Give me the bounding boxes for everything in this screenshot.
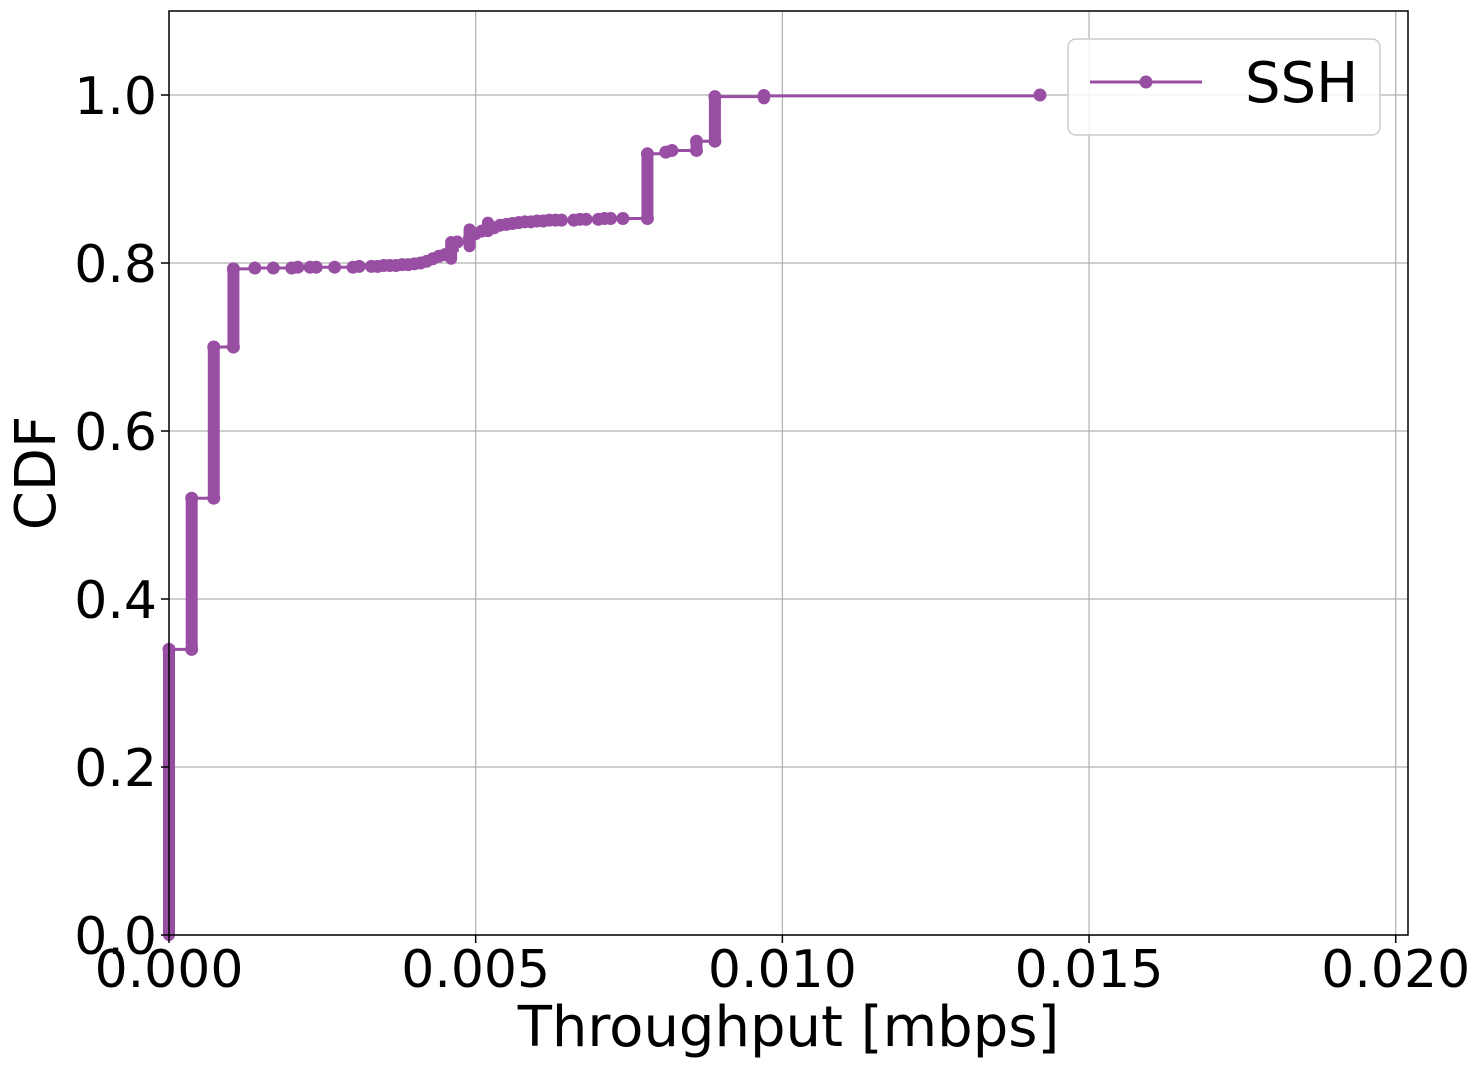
- plot-frame: [168, 10, 1409, 936]
- y-tick-label-2: 0.4: [74, 571, 157, 631]
- x-tick-label-4: 0.020: [1321, 940, 1470, 1000]
- data-point-4: [207, 491, 221, 505]
- data-point-14: [328, 260, 342, 274]
- x-tick-label-2: 0.010: [708, 940, 857, 1000]
- y-tick-label-0: 0.0: [74, 907, 157, 967]
- y-tick-label-4: 0.8: [74, 235, 157, 295]
- y-axis-label: CDF: [4, 416, 69, 530]
- x-tick-label-0: 0.000: [95, 940, 244, 1000]
- legend: SSH: [1067, 38, 1381, 136]
- data-point-16: [352, 259, 366, 273]
- data-point-11: [291, 260, 305, 274]
- x-tick-label-3: 0.015: [1015, 940, 1164, 1000]
- x-tick-label-1: 0.005: [401, 940, 550, 1000]
- data-point-55: [640, 211, 654, 225]
- data-point-47: [555, 213, 569, 227]
- data-point-31: [450, 235, 464, 249]
- data-point-2: [185, 642, 199, 656]
- data-point-61: [708, 134, 722, 148]
- data-point-60: [689, 134, 703, 148]
- data-point-62: [708, 90, 722, 104]
- data-point-6: [226, 340, 240, 354]
- legend-box: [1067, 38, 1381, 136]
- data-point-50: [579, 212, 593, 226]
- y-tick-label-1: 0.2: [74, 739, 157, 799]
- data-point-53: [604, 211, 618, 225]
- y-tick-label-3: 0.6: [74, 403, 157, 463]
- data-point-5: [207, 340, 221, 354]
- y-tick-labels: 0.0 0.2 0.4 0.6 0.8 1.0: [74, 67, 169, 967]
- x-tick-labels: 0.000 0.005 0.010 0.015 0.020: [95, 935, 1470, 1000]
- data-point-13: [309, 260, 323, 274]
- x-axis-label: Throughput [mbps]: [517, 995, 1060, 1060]
- data-point-9: [266, 261, 280, 275]
- data-point-3: [185, 491, 199, 505]
- data-point-7: [226, 262, 240, 276]
- legend-entry-ssh: SSH: [1245, 51, 1358, 116]
- data-point-64: [1033, 88, 1047, 102]
- data-point-56: [640, 147, 654, 161]
- data-point-54: [616, 211, 630, 225]
- legend-marker-swatch: [1139, 75, 1153, 89]
- data-point-59: [689, 143, 703, 157]
- data-point-63: [757, 89, 771, 103]
- y-tick-label-5: 1.0: [74, 67, 157, 127]
- data-point-58: [665, 143, 679, 157]
- data-point-8: [248, 261, 262, 275]
